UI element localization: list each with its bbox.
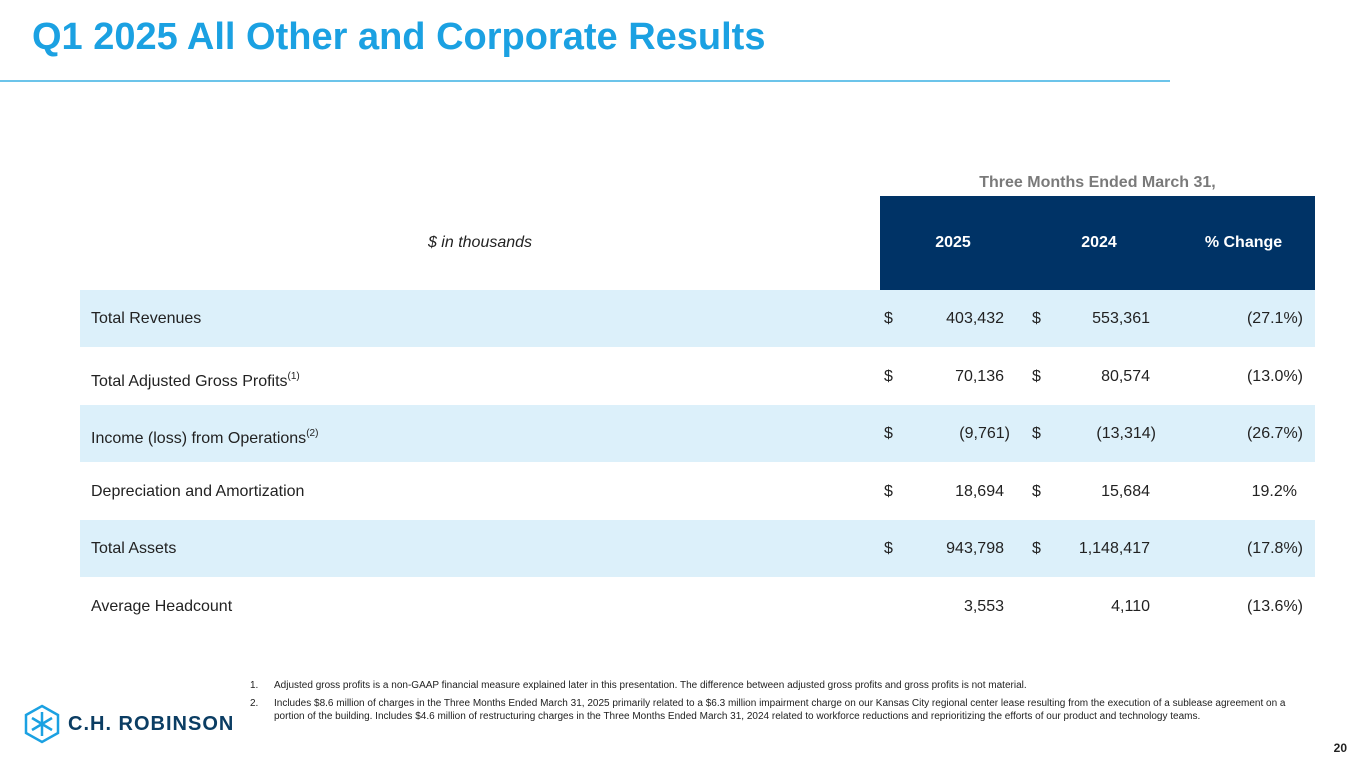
pct-change: 19.2% <box>1251 482 1297 500</box>
footnote: 1. Adjusted gross profits is a non-GAAP f… <box>250 679 1290 692</box>
column-header: % Change <box>1172 196 1315 290</box>
logo-text: C.H. ROBINSON <box>68 712 235 735</box>
value-2025: 943,798 <box>946 540 1004 557</box>
footnote-text: Adjusted gross profits is a non-GAAP fin… <box>274 680 1027 691</box>
footnote: 2. Includes $8.6 million of charges in th… <box>250 697 1290 723</box>
row-label: Total Adjusted Gross Profits(1) <box>91 348 300 410</box>
footnote-number: 1. <box>250 680 259 691</box>
label-text: Depreciation and Amortization <box>91 482 305 500</box>
label-text: Income (loss) from Operations <box>91 430 307 447</box>
value-2024: 80,574 <box>1101 367 1150 385</box>
value-2025: 70,136 <box>955 367 1004 385</box>
footnote-ref: (2) <box>306 428 319 439</box>
pct-change: (13.6%) <box>1246 597 1303 615</box>
value-2024: 15,684 <box>1101 482 1150 500</box>
table-row: Total Revenues $ $403,432 553,361 (27.1%) <box>80 290 1315 347</box>
pct-change: (17.8%) <box>1246 540 1303 557</box>
footnote-text: Includes $8.6 million of charges in the … <box>274 698 1286 722</box>
row-label: Total Assets <box>91 520 176 577</box>
table-row: Total Adjusted Gross Profits(1) $ $70,136 8… <box>80 348 1315 405</box>
value-2024: (13,314) <box>1096 425 1156 442</box>
currency: $ <box>884 367 893 385</box>
label-text: Total Revenues <box>91 310 202 327</box>
table-row: Total Assets $ $943,798 1,148,417 (17.8%) <box>80 520 1315 577</box>
currency: $ <box>1032 482 1041 500</box>
row-label: Total Revenues <box>91 290 201 347</box>
value-2025: 18,694 <box>955 482 1004 500</box>
table-row: Depreciation and Amortization $ $18,694 15,… <box>80 463 1315 520</box>
currency: $ <box>884 540 893 557</box>
currency: $ <box>1032 310 1041 327</box>
row-label: Income (loss) from Operations(2) <box>91 405 318 467</box>
currency: $ <box>1032 540 1041 557</box>
currency: $ <box>1032 425 1041 442</box>
currency: $ <box>884 310 893 327</box>
column-header: 2024 <box>1026 196 1172 290</box>
table-row: Income (loss) from Operations(2) $ $ (9,761… <box>80 405 1315 462</box>
row-label: Depreciation and Amortization <box>91 463 304 520</box>
pct-change: (26.7%) <box>1246 425 1303 442</box>
logo-icon <box>24 704 60 744</box>
title: Q1 2025 All Other and Corporate Results <box>32 16 766 58</box>
currency: $ <box>1032 367 1041 385</box>
currency: $ <box>884 425 893 442</box>
table-row: Average Headcount 3,553 4,110 (13.6%) <box>80 578 1315 635</box>
value-2025: (9,761) <box>959 425 1010 442</box>
label-text: Total Assets <box>91 540 177 557</box>
value-2025: 3,553 <box>963 597 1004 615</box>
logo: C.H. ROBINSON <box>24 704 234 744</box>
column-header: 2025 <box>880 196 1026 290</box>
footnote-ref: (1) <box>287 370 300 382</box>
value-2024: 4,110 <box>1111 597 1150 615</box>
value-2025: 403,432 <box>946 310 1004 327</box>
label-text: Total Adjusted Gross Profits <box>91 372 288 390</box>
row-label: Average Headcount <box>91 578 232 635</box>
footnote-number: 2. <box>250 698 259 709</box>
value-2024: 553,361 <box>1092 310 1150 327</box>
label-text: Average Headcount <box>91 597 233 615</box>
group-header: Three Months Ended March 31, <box>979 174 1216 191</box>
pct-change: (13.0%) <box>1246 367 1303 385</box>
pct-change: (27.1%) <box>1246 310 1303 327</box>
title-rule <box>0 80 1170 82</box>
page-number: 20 <box>1333 741 1347 755</box>
currency: $ <box>884 482 893 500</box>
value-2024: 1,148,417 <box>1078 540 1150 557</box>
unit-label: $ in thousands <box>427 234 533 251</box>
